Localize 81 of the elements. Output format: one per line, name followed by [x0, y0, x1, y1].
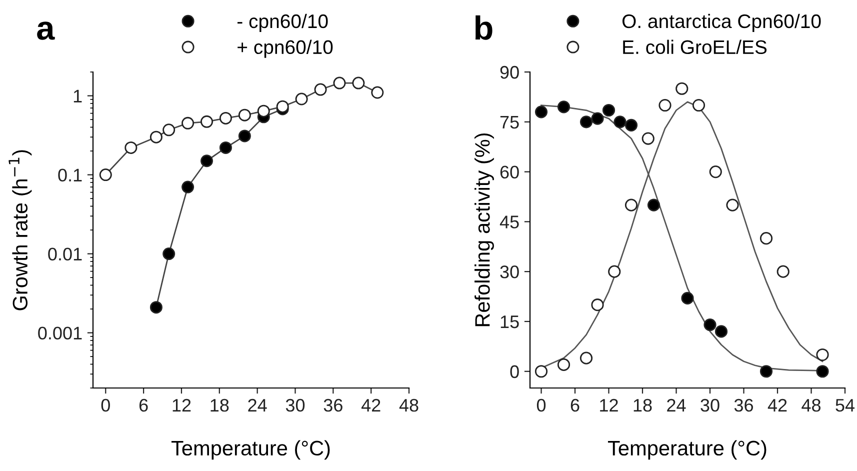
- point: [681, 292, 694, 304]
- point: [276, 100, 289, 113]
- x-tick-label: 0: [536, 398, 546, 412]
- legend-label: + cpn60/10: [238, 40, 333, 58]
- point: [580, 116, 593, 128]
- x-axis-title: Temperature (°C): [171, 440, 330, 460]
- legend-label: - cpn60/10: [238, 14, 328, 32]
- x-tick-label: 36: [324, 398, 342, 412]
- point: [219, 112, 232, 124]
- point: [150, 130, 162, 144]
- y-tick-label: 30: [500, 266, 519, 278]
- x-tick-label: 54: [836, 399, 855, 412]
- point: [776, 265, 790, 278]
- legend-label: E. coli GroEL/ES: [623, 40, 767, 54]
- point: [692, 98, 706, 112]
- point: [238, 130, 251, 142]
- x-tick-label: 30: [700, 398, 720, 412]
- y-tick-label: 75: [500, 116, 519, 129]
- point: [295, 92, 308, 106]
- point: [257, 104, 270, 118]
- x-tick-label: 30: [286, 398, 305, 412]
- point: [704, 318, 716, 332]
- y-tick-label: 0: [510, 365, 519, 378]
- x-tick-label: 6: [139, 398, 148, 412]
- point: [642, 132, 654, 145]
- point: [314, 83, 327, 96]
- x-tick-label: 12: [172, 398, 191, 412]
- point: [608, 265, 621, 278]
- point: [624, 118, 638, 132]
- y-axis-title: Refolding activity (%): [474, 133, 494, 326]
- x-axis-title: Temperature (°C): [608, 440, 766, 460]
- point: [371, 86, 384, 99]
- x-tick-label: 48: [802, 398, 821, 412]
- legend-label: O. antarctica Cpn60/10: [622, 14, 821, 32]
- y-tick-label: 1: [74, 90, 82, 102]
- point: [182, 180, 194, 194]
- x-tick-label: 42: [361, 398, 380, 412]
- point: [760, 365, 773, 378]
- point: [238, 108, 251, 122]
- point: [352, 76, 365, 90]
- point: [99, 168, 112, 182]
- point: [333, 76, 346, 90]
- y-tick-label: 90: [500, 66, 519, 79]
- point: [219, 141, 232, 154]
- y-tick-label: 45: [500, 216, 519, 228]
- x-tick-label: 42: [768, 398, 787, 412]
- x-tick-label: 12: [600, 398, 618, 412]
- x-tick-label: 18: [634, 398, 652, 412]
- x-tick-label: 24: [248, 398, 267, 412]
- point: [816, 365, 829, 378]
- point: [124, 141, 138, 154]
- chart-title: b: [476, 15, 492, 40]
- y-tick-label: 60: [500, 166, 519, 179]
- point: [162, 248, 176, 260]
- y-tick-label: 0.1: [58, 168, 82, 182]
- point: [676, 82, 688, 95]
- y-tick-label: 0.001: [38, 326, 82, 340]
- x-tick-label: 24: [667, 398, 686, 412]
- point: [591, 112, 604, 125]
- y-axis-title: Growth rate (h$^{−1}$): [8, 150, 32, 310]
- x-tick-label: 18: [210, 398, 229, 412]
- point: [200, 154, 214, 168]
- point: [591, 298, 604, 312]
- point: [714, 325, 728, 338]
- chart-title: a: [37, 22, 55, 40]
- point: [150, 301, 162, 314]
- point: [557, 100, 570, 114]
- point: [647, 198, 660, 212]
- x-tick-label: 0: [101, 398, 110, 412]
- point: [182, 116, 194, 130]
- point: [200, 115, 214, 128]
- point: [534, 106, 548, 118]
- point: [602, 104, 616, 117]
- point: [614, 116, 626, 128]
- point: [162, 124, 176, 136]
- y-tick-label: 15: [500, 316, 519, 328]
- x-tick-label: 36: [734, 398, 753, 412]
- y-tick-label: 0.01: [48, 248, 82, 260]
- point: [534, 365, 548, 378]
- x-tick-label: 48: [399, 398, 418, 412]
- x-tick-label: 6: [570, 398, 580, 412]
